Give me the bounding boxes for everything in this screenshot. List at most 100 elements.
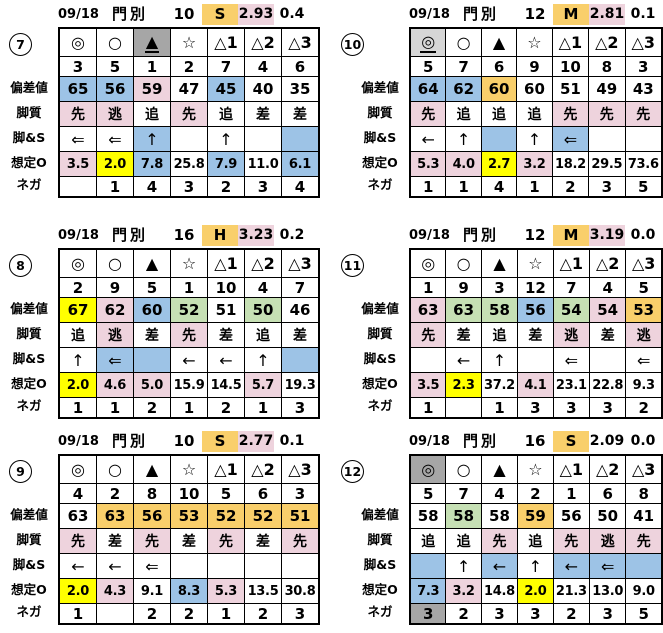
nega-cell: 1 bbox=[96, 176, 134, 198]
race-card-9: 9 09/18 門別 10 S 2.77 0.1 偏差値 脚質 脚&S 想定O ネガ ◎… bbox=[0, 422, 331, 633]
souteio-cell: 14.8 bbox=[480, 578, 519, 604]
souteio-cell: 13.5 bbox=[244, 578, 282, 604]
ashi-s-cell: ⇐ bbox=[133, 553, 171, 579]
horse-numbers-cell: 10 bbox=[170, 483, 208, 504]
race-date: 09/18 bbox=[409, 434, 450, 449]
gap-value: 0.1 bbox=[279, 433, 305, 449]
ashi-s-cell: ↑ bbox=[133, 126, 171, 152]
horse-numbers-cell: 10 bbox=[551, 56, 590, 77]
horse-numbers-row: 2 9 5 1 10 4 7 bbox=[58, 277, 320, 298]
pace-grade: S bbox=[202, 4, 238, 25]
kyakushitsu-cell: 追 bbox=[445, 101, 482, 127]
row-label: 脚質 bbox=[367, 105, 393, 120]
kyakushitsu-cell: 逃 bbox=[96, 101, 134, 127]
row-label: 偏差値 bbox=[10, 301, 48, 316]
ashi-s-cell bbox=[409, 347, 447, 373]
hensachi-cell: 63 bbox=[96, 503, 134, 529]
nega-cell: 2 bbox=[552, 603, 590, 625]
row-label: 偏差値 bbox=[10, 507, 48, 522]
row-labels: 偏差値 脚質 脚&S 想定O ネガ bbox=[0, 27, 58, 195]
hensachi-cell: 56 bbox=[96, 76, 134, 102]
marks-cell: ▲ bbox=[133, 27, 171, 57]
hensachi-cell: 60 bbox=[133, 297, 171, 323]
hensachi-cell: 67 bbox=[58, 297, 97, 323]
horse-numbers-cell: 8 bbox=[588, 56, 626, 77]
track-name: 門別 bbox=[462, 432, 499, 450]
race-card-7: 7 09/18 門別 10 S 2.93 0.4 偏差値 脚質 脚&S 想定O ネガ ◎… bbox=[0, 0, 331, 211]
race-card-8: 8 09/18 門別 16 H 3.23 0.2 偏差値 脚質 脚&S 想定O ネガ ◎… bbox=[0, 211, 331, 422]
index-value: 2.81 bbox=[589, 4, 625, 25]
horse-numbers-cell: 3 bbox=[58, 56, 97, 77]
race-date: 09/18 bbox=[58, 7, 99, 22]
souteio-cell: 9.3 bbox=[625, 372, 663, 398]
underlined-mark: ▲ bbox=[144, 32, 160, 53]
souteio-cell: 37.2 bbox=[480, 372, 519, 398]
entries-table: ◎ ○ ▲ ☆ △1 △2 △3 3 5 1 2 7 4 6 65 56 59 47 45 40 35 先逃追先追差差 ⇐ ⇐… bbox=[58, 27, 320, 198]
horse-numbers-cell: 4 bbox=[588, 277, 627, 298]
souteio-row: 7.3 3.2 14.8 2.0 21.3 13.0 9.0 bbox=[409, 578, 663, 604]
ashi-s-cell bbox=[207, 553, 245, 579]
horse-numbers-row: 5 7 6 9 10 8 3 bbox=[409, 56, 663, 77]
kyakushitsu-cell: 先 bbox=[409, 101, 447, 127]
kyakushitsu-row: 先逃追先追差差 bbox=[58, 101, 320, 127]
ashi-s-cell: ← bbox=[445, 347, 482, 373]
kyakushitsu-cell: 先 bbox=[624, 101, 663, 127]
kyakushitsu-cell: 差 bbox=[281, 101, 320, 127]
pace-grade: H bbox=[202, 225, 238, 246]
hensachi-cell: 50 bbox=[588, 503, 627, 529]
marks-row: ◎ ○ ▲ ☆ △1 △2 △3 bbox=[409, 454, 663, 484]
kyakushitsu-cell: 追 bbox=[516, 101, 553, 127]
race-number: 12 bbox=[524, 5, 546, 23]
hensachi-cell: 52 bbox=[170, 297, 208, 323]
horse-numbers-cell: 4 bbox=[244, 56, 282, 77]
hensachi-cell: 58 bbox=[445, 503, 482, 529]
nega-cell: 4 bbox=[133, 176, 171, 198]
row-label: 脚&S bbox=[363, 130, 397, 145]
ashi-s-row: ⇐ ⇐ ↑ ↑ bbox=[58, 126, 320, 152]
horse-numbers-cell: 1 bbox=[170, 277, 208, 298]
nega-cell: 2 bbox=[244, 603, 282, 625]
horse-numbers-cell: 6 bbox=[480, 56, 518, 77]
gap-value: 0.1 bbox=[630, 6, 656, 22]
horse-numbers-cell: 9 bbox=[516, 56, 553, 77]
souteio-cell: 2.3 bbox=[445, 372, 482, 398]
horse-numbers-cell: 4 bbox=[244, 277, 282, 298]
kyakushitsu-cell: 逃 bbox=[625, 322, 663, 348]
hensachi-row: 65 56 59 47 45 40 35 bbox=[58, 76, 320, 102]
souteio-cell: 5.0 bbox=[133, 372, 171, 398]
marks-cell: △1 bbox=[207, 27, 245, 57]
kyakushitsu-cell: 追 bbox=[409, 528, 447, 554]
pace-grade: S bbox=[553, 431, 589, 452]
nega-cell: 1 bbox=[170, 397, 208, 419]
ashi-s-cell bbox=[281, 126, 320, 152]
row-label: 想定O bbox=[11, 582, 47, 597]
horse-numbers-row: 1 9 3 12 7 4 5 bbox=[409, 277, 663, 298]
ashi-s-cell: ↑ bbox=[517, 553, 554, 579]
hensachi-cell: 46 bbox=[281, 297, 320, 323]
marks-cell: ○ bbox=[96, 27, 134, 57]
ashi-s-cell: ↑ bbox=[244, 347, 282, 373]
nega-cell bbox=[96, 603, 134, 625]
race-entry-number: 9 bbox=[9, 460, 32, 483]
souteio-cell: 3.2 bbox=[516, 151, 553, 177]
kyakushitsu-cell: 差 bbox=[588, 322, 627, 348]
entries-table: ◎ ○ ▲ ☆ △1 △2 △3 4 2 8 10 5 6 3 63 63 56 53 52 52 51 先差先差先差先 ←… bbox=[58, 454, 320, 625]
row-label: ネガ bbox=[16, 177, 42, 192]
ashi-s-cell bbox=[409, 553, 447, 579]
souteio-cell: 73.6 bbox=[624, 151, 663, 177]
nega-cell: 3 bbox=[281, 603, 320, 625]
hensachi-cell: 56 bbox=[552, 503, 590, 529]
kyakushitsu-cell: 先 bbox=[133, 528, 171, 554]
ashi-s-cell: ↑ bbox=[516, 126, 553, 152]
ashi-s-cell: ↑ bbox=[445, 553, 482, 579]
kyakushitsu-cell: 先 bbox=[170, 101, 208, 127]
souteio-cell: 4.0 bbox=[445, 151, 482, 177]
marks-cell: △1 bbox=[551, 27, 590, 57]
hensachi-cell: 35 bbox=[281, 76, 320, 102]
kyakushitsu-cell: 差 bbox=[170, 528, 208, 554]
nega-cell: 2 bbox=[207, 397, 245, 419]
ashi-s-cell: ← bbox=[552, 553, 590, 579]
marks-cell: ◎ bbox=[409, 248, 447, 278]
ashi-s-cell bbox=[133, 347, 171, 373]
marks-cell: ▲ bbox=[133, 454, 171, 484]
